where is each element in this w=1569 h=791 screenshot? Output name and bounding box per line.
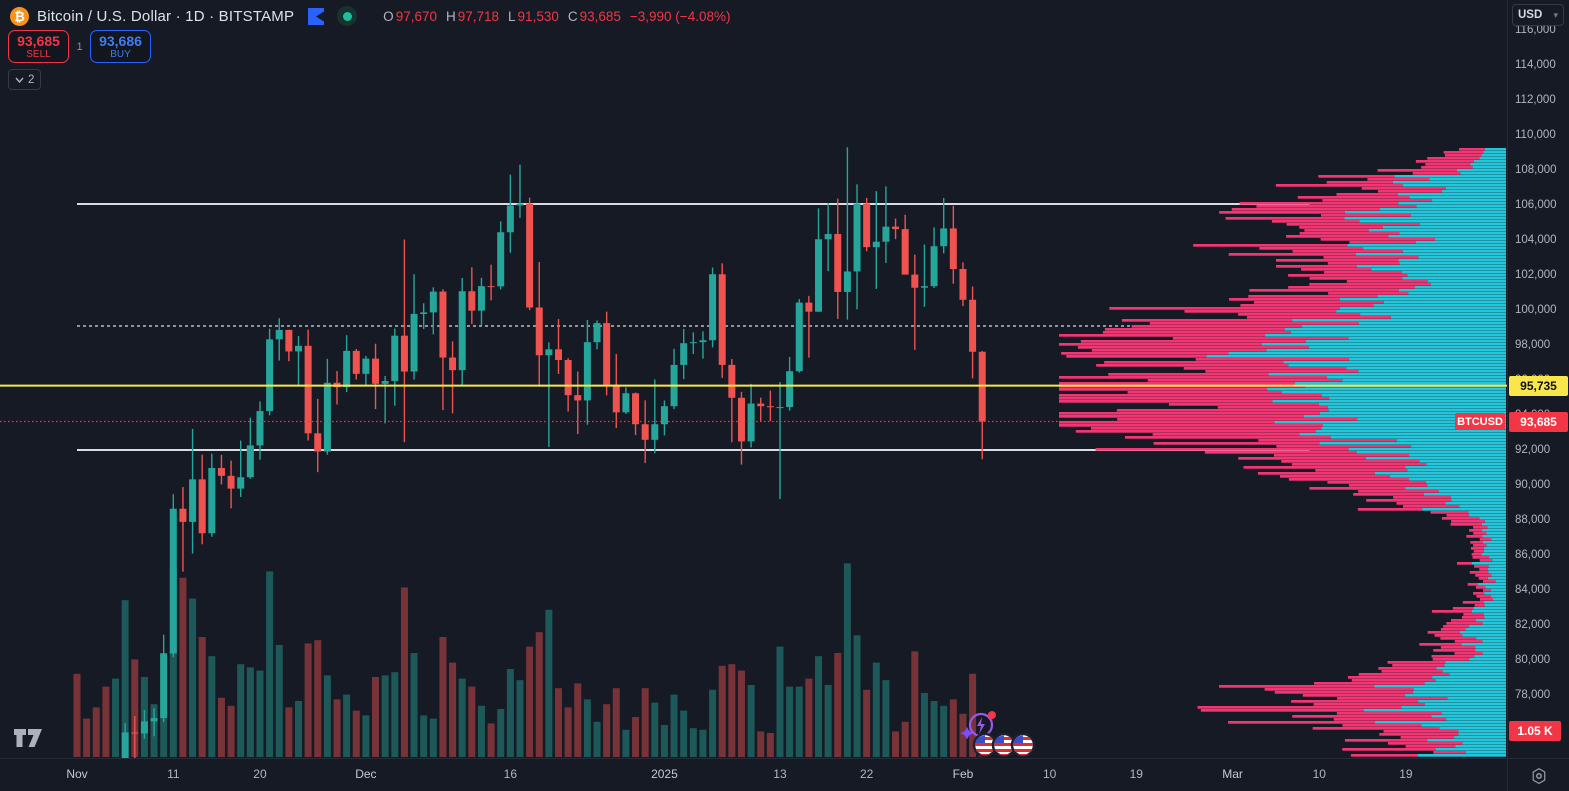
indicator-count: 2 (28, 73, 35, 86)
candlestick-chart (0, 147, 1507, 758)
price-tick-label: 98,000 (1515, 339, 1551, 351)
price-tick-label: 80,000 (1515, 654, 1551, 666)
price-tick-label: 88,000 (1515, 514, 1551, 526)
price-tick-label: 92,000 (1515, 444, 1551, 456)
volume-profile (1059, 148, 1506, 757)
time-tick-major: Mar (1222, 767, 1243, 781)
currency-dropdown[interactable]: USD ▾ (1512, 4, 1564, 26)
trade-buttons: 93,685 SELL 1 93,686 BUY (8, 30, 151, 63)
buy-button[interactable]: 93,686 BUY (90, 30, 151, 63)
notification-dot (988, 711, 996, 719)
chart-legend: ₿ Bitcoin / U.S. Dollar · 1D · BITSTAMP … (10, 5, 730, 27)
sparkle-icon (960, 727, 974, 740)
settings-gear-icon (1532, 767, 1545, 784)
price-tick-label: 106,000 (1515, 199, 1557, 211)
time-tick-label: 11 (167, 767, 180, 781)
time-tick-label: 22 (859, 767, 874, 781)
chevron-down-icon (15, 77, 24, 83)
bitcoin-logo-icon: ₿ (10, 6, 29, 26)
ohlc-values: O 97,670 H 97,718 L 91,530 C 93,685 −3,990 (… (383, 9, 730, 24)
us-flag-events[interactable] (972, 732, 1036, 758)
indicators-collapse-button[interactable]: 2 (8, 69, 42, 90)
sell-button[interactable]: 93,685 SELL (8, 30, 69, 63)
time-tick-label: 19 (1129, 767, 1143, 781)
price-tick-label: 104,000 (1515, 234, 1557, 246)
spread-value: 1 (76, 40, 83, 53)
price-tick-label: 90,000 (1515, 479, 1551, 491)
us-flag-icon[interactable] (1010, 732, 1036, 758)
time-tick-label: 13 (773, 767, 787, 781)
buy-label: BUY (110, 48, 131, 60)
price-tick-label: 102,000 (1515, 269, 1557, 281)
event-icons-group[interactable] (955, 705, 1040, 758)
price-tick-label: 84,000 (1515, 584, 1551, 596)
high-value: 97,718 (457, 8, 500, 24)
sell-price: 93,685 (17, 32, 60, 49)
volume-value-label: 1.05 K (1509, 721, 1561, 741)
close-value: 93,685 (579, 8, 621, 24)
open-value: 97,670 (395, 8, 437, 24)
lightning-icon (977, 717, 985, 734)
open-label: O (383, 8, 394, 24)
low-value: 91,530 (517, 8, 559, 24)
candles-layer (121, 147, 986, 758)
price-tick-label: 110,000 (1515, 129, 1556, 141)
volume-bars-layer (73, 563, 986, 757)
currency-value: USD (1518, 9, 1543, 21)
price-tick-label: 82,000 (1515, 619, 1551, 631)
close-label: C (567, 8, 578, 24)
price-tick-label: 116,000 (1515, 24, 1556, 36)
time-tick-label: 19 (1399, 767, 1413, 781)
yellow-line-price-label: 95,735 (1509, 375, 1568, 396)
us-flag-icon[interactable] (991, 732, 1017, 758)
last-price-label: 93,685 (1509, 411, 1568, 432)
symbol-title[interactable]: Bitcoin / U.S. Dollar · 1D · BITSTAMP (37, 7, 295, 25)
time-tick-major: Nov (66, 767, 88, 781)
tradingview-logo-watermark (14, 729, 42, 747)
change-value: −3,990 (−4.08%) (629, 8, 731, 24)
price-tick-label: 114,000 (1515, 59, 1556, 71)
market-status-icon[interactable] (337, 6, 358, 26)
time-axis[interactable]: Nov 11 20 Dec 16 2025 13 22 Feb 10 19 Mar 10 19 (0, 758, 1569, 791)
low-label: L (508, 8, 516, 24)
price-tick-label: 112,000 (1515, 94, 1556, 106)
chart-canvas[interactable]: BTCUSD (0, 0, 1507, 758)
time-tick-label: 20 (253, 767, 267, 781)
high-label: H (445, 8, 456, 24)
axis-settings-corner[interactable] (1507, 759, 1569, 791)
chevron-down-icon: ▾ (1553, 9, 1558, 20)
buy-price: 93,686 (99, 32, 142, 49)
price-tick-label: 100,000 (1515, 304, 1557, 316)
sell-label: SELL (26, 48, 51, 60)
price-axis[interactable]: USD ▾ 95,735 93,685 1.05 K 116,000 114,00… (1507, 0, 1569, 758)
price-tick-label: 78,000 (1515, 689, 1551, 701)
time-tick-label: 16 (503, 767, 518, 781)
symbol-price-tag: BTCUSD (1455, 413, 1505, 430)
flag-icon[interactable] (308, 7, 325, 25)
price-tick-label: 108,000 (1515, 164, 1557, 176)
time-tick-label: 10 (1312, 767, 1326, 781)
us-flag-icon[interactable] (972, 732, 998, 758)
time-tick-label: 10 (1042, 767, 1057, 781)
price-tick-label: 86,000 (1515, 549, 1551, 561)
time-tick-major: Feb (952, 767, 974, 781)
time-tick-major: Dec (355, 767, 377, 781)
time-tick-major: 2025 (651, 767, 678, 781)
